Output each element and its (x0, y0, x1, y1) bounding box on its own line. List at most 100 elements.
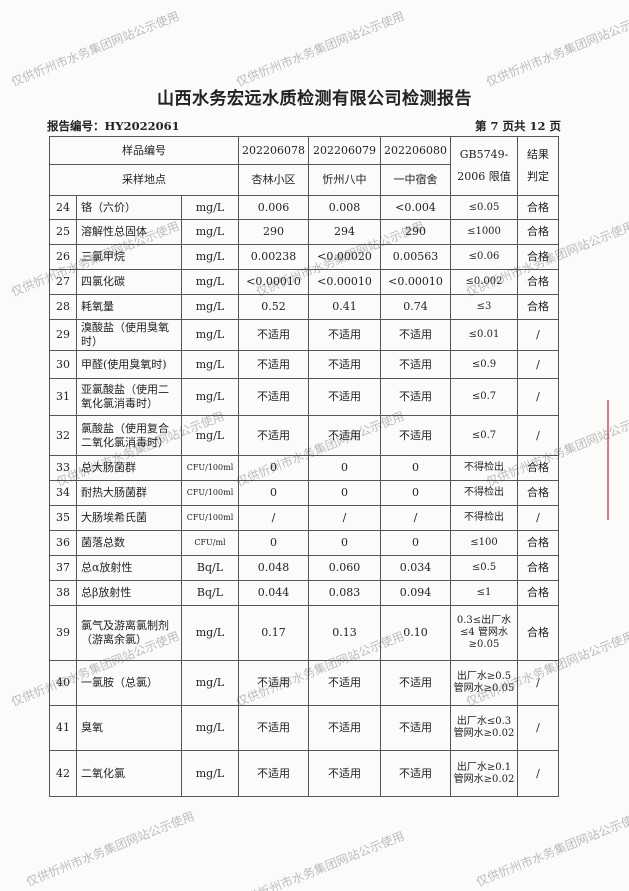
table-row: 32 氯酸盐（使用复合二氧化氯消毒时） mg/L 不适用 不适用 不适用 ≤0.7/ (49, 415, 559, 456)
item-name: 氯酸盐（使用复合二氧化氯消毒时） (76, 415, 182, 456)
unit: mg/L (181, 294, 239, 320)
report-title: 山西水务宏远水质检测有限公司检测报告 (157, 89, 472, 109)
row-number: 25 (49, 219, 77, 245)
watermark: 仅供忻州市水务集团网站公示使用 (474, 808, 629, 890)
value: 不适用 (238, 350, 309, 379)
item-name: 亚氯酸盐（使用二氧化氯消毒时） (76, 378, 182, 416)
limit-header-line: GB5749- (459, 148, 509, 161)
value: 0 (380, 455, 451, 481)
limit: ≤0.06 (450, 244, 518, 270)
result: / (517, 660, 559, 706)
item-name: 溴酸盐（使用臭氧时） (76, 319, 182, 351)
unit: CFU/100ml (181, 480, 239, 506)
row-number: 26 (49, 244, 77, 270)
value: <0.00020 (308, 244, 381, 270)
result: 合格 (517, 294, 559, 320)
limit-header: GB5749- 2006 限值 (450, 136, 518, 196)
value: 0.048 (238, 555, 309, 581)
limit: ≤0.7 (450, 415, 518, 456)
limit: 出厂水≤0.3 管网水≥0.02 (450, 705, 518, 751)
value: 不适用 (238, 750, 309, 797)
unit: CFU/ml (181, 530, 239, 556)
value: 0.17 (238, 605, 309, 661)
result: 合格 (517, 219, 559, 245)
value: 0.52 (238, 294, 309, 320)
value: 不适用 (238, 415, 309, 456)
result: 合格 (517, 530, 559, 556)
row-number: 32 (49, 415, 77, 456)
sample-no: 202206079 (308, 136, 381, 165)
table-row: 30 甲醛(使用臭氧时) mg/L 不适用 不适用 不适用 ≤0.9/ (49, 350, 559, 379)
limit: ≤1000 (450, 219, 518, 245)
item-name: 一氯胺（总氯） (76, 660, 182, 706)
value: 不适用 (308, 750, 381, 797)
value: / (238, 505, 309, 531)
value: 0 (308, 480, 381, 506)
table-row: 28 耗氧量 mg/L 0.52 0.41 0.74 ≤3 合格 (49, 294, 559, 320)
value: 不适用 (380, 319, 451, 351)
value: <0.00010 (238, 269, 309, 295)
item-name: 铬（六价） (76, 195, 182, 220)
limit: ≤0.5 (450, 555, 518, 581)
result-header-line: 判定 (527, 170, 549, 183)
unit: mg/L (181, 705, 239, 751)
row-number: 34 (49, 480, 77, 506)
table-row: 26 三氯甲烷 mg/L 0.00238 <0.00020 0.00563 ≤0.06 合格 (49, 244, 559, 270)
table-row: 40 一氯胺（总氯） mg/L 不适用 不适用 不适用 出厂水≥0.5 管网水≥0.05/ (49, 660, 559, 706)
row-number: 27 (49, 269, 77, 295)
table-row: 24 铬（六价） mg/L 0.006 0.008 <0.004 ≤0.05 合格 (49, 195, 559, 220)
value: 不适用 (308, 705, 381, 751)
unit: mg/L (181, 244, 239, 270)
table-row: 42 二氧化氯 mg/L 不适用 不适用 不适用 出厂水≥0.1 管网水≥0.02/ (49, 750, 559, 797)
result: / (517, 378, 559, 416)
table-row: 35 大肠埃希氏菌 CFU/100ml / / / 不得检出 / (49, 505, 559, 531)
value: 不适用 (308, 319, 381, 351)
watermark: 仅供忻州市水务集团网站公示使用 (9, 8, 182, 90)
row-number: 31 (49, 378, 77, 416)
result: / (517, 750, 559, 797)
value: 294 (308, 219, 381, 245)
table-row: 25 溶解性总固体 mg/L 290 294 290 ≤1000 合格 (49, 219, 559, 245)
item-name: 甲醛(使用臭氧时) (76, 350, 182, 379)
site: 杏林小区 (238, 164, 309, 196)
value: 0.083 (308, 580, 381, 606)
value: 不适用 (380, 378, 451, 416)
limit: ≤3 (450, 294, 518, 320)
result: / (517, 415, 559, 456)
value: 不适用 (380, 750, 451, 797)
limit: ≤0.002 (450, 269, 518, 295)
result: 合格 (517, 580, 559, 606)
value: 0.006 (238, 195, 309, 220)
result: 合格 (517, 605, 559, 661)
item-name: 三氯甲烷 (76, 244, 182, 270)
item-name: 氯气及游离氯制剂（游离余氯） (76, 605, 182, 661)
unit: mg/L (181, 660, 239, 706)
value: 不适用 (380, 350, 451, 379)
value: 0.060 (308, 555, 381, 581)
header-row-site: 采样地点 杏林小区 忻州八中 一中宿舍 (49, 164, 559, 196)
unit: mg/L (181, 415, 239, 456)
unit: mg/L (181, 319, 239, 351)
result: / (517, 319, 559, 351)
table-row: 34 耐热大肠菌群 CFU/100ml 0 0 0 不得检出 合格 (49, 480, 559, 506)
result-header-line: 结果 (527, 148, 549, 161)
value: 0.10 (380, 605, 451, 661)
value: 290 (380, 219, 451, 245)
result: 合格 (517, 480, 559, 506)
value: 不适用 (308, 415, 381, 456)
value: 0.00238 (238, 244, 309, 270)
sample-no-label: 样品编号 (49, 136, 239, 165)
result: 合格 (517, 269, 559, 295)
limit: ≤0.9 (450, 350, 518, 379)
limit: 出厂水≥0.5 管网水≥0.05 (450, 660, 518, 706)
watermark: 仅供忻州市水务集团网站公示使用 (484, 8, 629, 90)
item-name: 溶解性总固体 (76, 219, 182, 245)
value: 不适用 (380, 415, 451, 456)
row-number: 36 (49, 530, 77, 556)
limit: 出厂水≥0.1 管网水≥0.02 (450, 750, 518, 797)
value: 0 (308, 530, 381, 556)
site-label: 采样地点 (49, 164, 239, 196)
site: 一中宿舍 (380, 164, 451, 196)
limit: 0.3≤出厂水≤4 管网水≥0.05 (450, 605, 518, 661)
value: / (308, 505, 381, 531)
